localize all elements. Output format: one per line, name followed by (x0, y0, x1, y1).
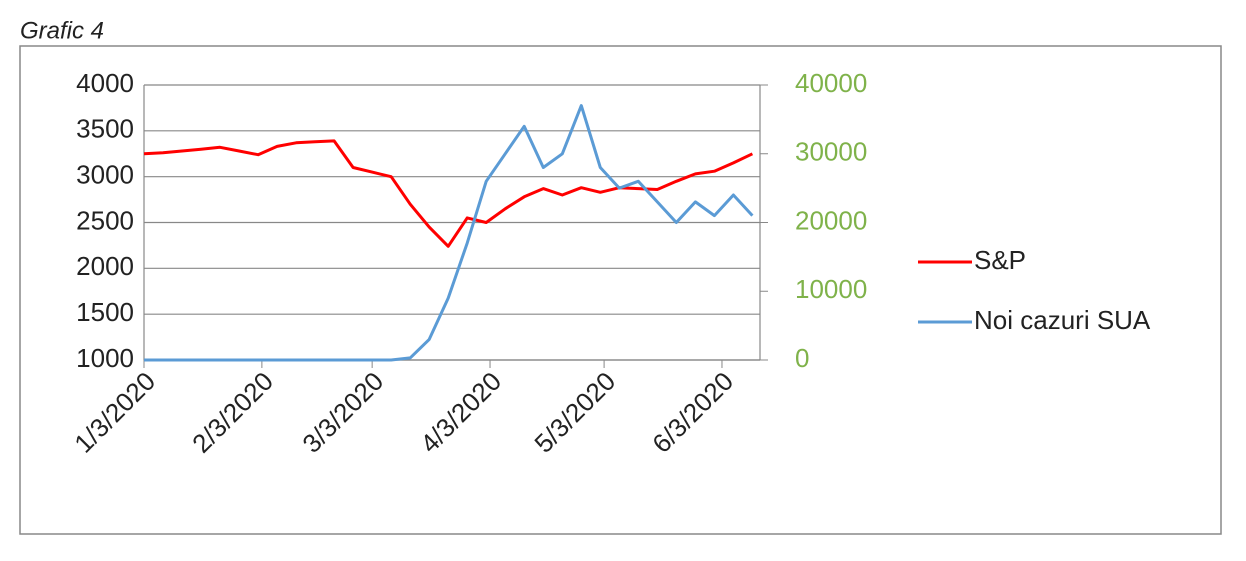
chart-title: Grafic 4 (20, 17, 104, 44)
legend-label: S&P (974, 245, 1026, 275)
y-tick-label: 1000 (76, 343, 134, 373)
y2-tick-label: 30000 (795, 137, 867, 167)
y2-tick-label: 40000 (795, 68, 867, 98)
y2-tick-label: 10000 (795, 274, 867, 304)
y-tick-label: 3000 (76, 160, 134, 190)
x-tick-label: 5/3/2020 (528, 366, 621, 459)
chart-frame (19, 45, 1222, 535)
y-tick-label: 2500 (76, 205, 134, 235)
y-tick-label: 3500 (76, 114, 134, 144)
series-line (143, 139, 754, 248)
y-tick-label: 4000 (76, 68, 134, 98)
x-tick-label: 2/3/2020 (186, 366, 279, 459)
y-tick-label: 2000 (76, 251, 134, 281)
y-tick-label: 1500 (76, 297, 134, 327)
x-tick-label: 4/3/2020 (414, 366, 507, 459)
x-tick-label: 1/3/2020 (68, 366, 161, 459)
legend-label: Noi cazuri SUA (974, 305, 1151, 335)
x-tick-label: 6/3/2020 (646, 366, 739, 459)
x-tick-label: 3/3/2020 (296, 366, 389, 459)
y2-tick-label: 20000 (795, 205, 867, 235)
series-line (144, 104, 754, 362)
y2-tick-label: 0 (795, 343, 809, 373)
